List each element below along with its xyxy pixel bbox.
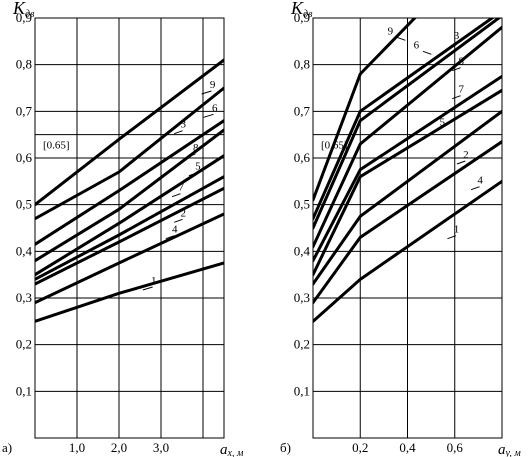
series-line-9 <box>35 58 224 207</box>
chart-panel-2: 0,10,20,30,40,50,60,70,80,90,2 0,4 0,6[0.6… <box>280 0 521 457</box>
curve-label-1: 1 <box>454 224 460 236</box>
curve-label-2: 2 <box>463 149 469 161</box>
label-leader <box>456 160 466 165</box>
y-tick-label: 0,3 <box>294 290 310 305</box>
y-tick-label: 0,2 <box>16 337 32 352</box>
series-line-3 <box>313 18 495 221</box>
y-axis-title-sub: дв <box>25 9 35 20</box>
y-tick-label: 0,5 <box>16 197 32 212</box>
y-tick-label: 0,3 <box>16 290 32 305</box>
label-leader <box>396 36 406 41</box>
curve-label-2: 2 <box>180 207 186 219</box>
x-axis-title-main: a <box>498 442 506 457</box>
series-line-1 <box>35 261 224 323</box>
label-leader <box>174 130 183 135</box>
x-tick-label: 1,0 <box>69 440 85 455</box>
curve-label-4: 4 <box>172 224 178 236</box>
panel-label: а) <box>2 440 12 455</box>
y-tick-label: 0,9 <box>16 10 32 25</box>
series-line-7 <box>35 175 224 281</box>
x-axis-title: ax, м <box>220 442 244 457</box>
y-tick-label: 0,6 <box>294 150 311 165</box>
y-tick-label: 0,7 <box>16 103 33 118</box>
x-tick-label: 2,0 <box>111 440 127 455</box>
y-tick-label: 0,8 <box>294 57 310 72</box>
y-tick-label: 0,6 <box>16 150 33 165</box>
x-tick-label: 0,4 <box>399 440 416 455</box>
curve-label-6: 6 <box>414 39 420 51</box>
x-tick-label: 3,0 <box>153 440 169 455</box>
curve-label-7: 7 <box>458 84 464 96</box>
series-line-6 <box>35 86 224 221</box>
label-leader <box>433 127 442 132</box>
label-leader <box>142 286 153 291</box>
label-leader <box>174 218 183 223</box>
x-axis-title-sub: y, м <box>505 448 522 457</box>
series-line-2 <box>35 186 224 286</box>
reference-label: [0.65] <box>43 140 70 152</box>
y-axis-title-main: K <box>290 0 304 18</box>
label-leader <box>171 193 181 198</box>
label-leader <box>447 235 457 240</box>
y-tick-label: 0,5 <box>294 197 310 212</box>
series-line-2 <box>313 109 502 286</box>
y-tick-label: 0,1 <box>294 383 310 398</box>
y-tick-label: 0,8 <box>16 57 32 72</box>
plot-frame <box>34 17 225 439</box>
x-axis-title-main: a <box>220 442 228 457</box>
series-line-5 <box>35 154 224 277</box>
curve-label-3: 3 <box>180 119 186 131</box>
curve-label-1: 1 <box>151 275 157 287</box>
label-leader <box>422 50 432 55</box>
y-axis-title: Kдв <box>290 0 313 20</box>
curve-label-6: 6 <box>212 102 218 114</box>
curve-label-4: 4 <box>477 175 483 187</box>
curve-label-5: 5 <box>440 116 446 128</box>
chart-panel-1: 0,1 0,2 0,3 0,4 0,5 0,6 0,7 0,8 0,9 1,0 2,0 3,0 [0.6… <box>2 0 244 457</box>
label-leader <box>188 172 198 177</box>
series-line-6 <box>313 18 502 230</box>
x-axis-title-sub: x, м <box>227 448 244 457</box>
x-tick-label: 0,6 <box>447 440 464 455</box>
series-line-4 <box>35 212 224 305</box>
label-leader <box>201 90 212 95</box>
y-tick-label: 0,2 <box>294 337 310 352</box>
curve-label-7: 7 <box>178 182 184 194</box>
series-line-9 <box>313 18 417 202</box>
panel-label: б) <box>280 440 291 455</box>
series-line-8 <box>313 25 502 249</box>
label-leader <box>203 113 214 118</box>
y-tick-label: 0,7 <box>294 103 311 118</box>
label-leader <box>165 235 175 240</box>
y-tick-label: 0,4 <box>294 243 311 258</box>
curve-label-8: 8 <box>193 142 199 154</box>
curve-label-8: 8 <box>458 56 464 68</box>
x-tick-label: 0,2 <box>352 440 368 455</box>
label-leader <box>470 186 480 191</box>
y-tick-label: 0,4 <box>16 243 33 258</box>
series-line-3 <box>35 119 224 246</box>
x-axis-title: ay, м <box>498 442 521 457</box>
label-leader <box>452 67 461 72</box>
series-line-1 <box>313 179 502 323</box>
y-axis-title: Kдв <box>12 0 35 20</box>
series-line-4 <box>313 140 502 305</box>
curve-label-3: 3 <box>454 30 460 42</box>
y-axis-title-main: K <box>12 0 26 18</box>
label-leader <box>186 153 196 158</box>
y-tick-label: 0,1 <box>16 383 32 398</box>
curve-label-9: 9 <box>210 79 216 91</box>
curve-label-9: 9 <box>388 25 394 37</box>
y-axis-title-sub: дв <box>303 9 313 20</box>
label-leader <box>452 95 461 100</box>
series-line-5 <box>313 88 502 277</box>
series-line-7 <box>313 74 502 263</box>
label-leader <box>449 41 457 48</box>
y-tick-label: 0,9 <box>294 10 310 25</box>
curve-label-5: 5 <box>195 161 201 173</box>
